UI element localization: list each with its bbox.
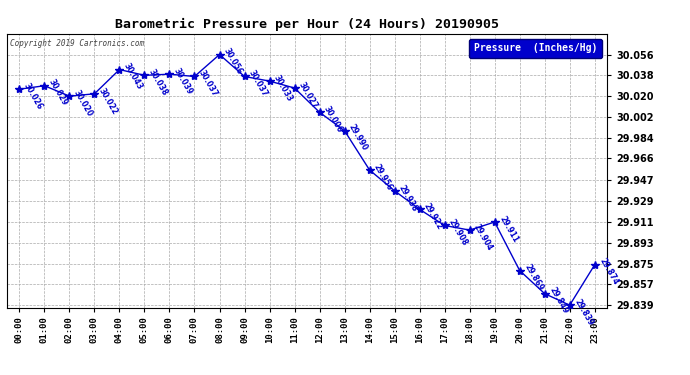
Text: 30.043: 30.043 <box>122 62 144 92</box>
Text: 30.029: 30.029 <box>47 78 69 108</box>
Text: 30.022: 30.022 <box>97 86 119 116</box>
Text: Copyright 2019 Cartronics.com: Copyright 2019 Cartronics.com <box>10 39 144 48</box>
Text: 29.904: 29.904 <box>472 222 495 252</box>
Text: 30.006: 30.006 <box>322 105 344 134</box>
Text: 29.990: 29.990 <box>347 123 369 153</box>
Text: 29.874: 29.874 <box>598 257 620 287</box>
Legend: Pressure  (Inches/Hg): Pressure (Inches/Hg) <box>469 39 602 58</box>
Title: Barometric Pressure per Hour (24 Hours) 20190905: Barometric Pressure per Hour (24 Hours) … <box>115 18 499 31</box>
Text: 30.026: 30.026 <box>22 81 44 111</box>
Text: 30.033: 30.033 <box>272 74 295 103</box>
Text: 29.908: 29.908 <box>447 218 469 248</box>
Text: 30.037: 30.037 <box>247 69 269 99</box>
Text: 29.869: 29.869 <box>522 263 544 292</box>
Text: 30.037: 30.037 <box>197 69 219 99</box>
Text: 30.038: 30.038 <box>147 68 169 98</box>
Text: 29.922: 29.922 <box>422 201 444 231</box>
Text: 29.938: 29.938 <box>397 183 420 213</box>
Text: 29.911: 29.911 <box>497 214 520 244</box>
Text: 30.020: 30.020 <box>72 88 95 118</box>
Text: 29.956: 29.956 <box>372 162 395 192</box>
Text: 30.056: 30.056 <box>222 47 244 76</box>
Text: 29.849: 29.849 <box>547 286 569 316</box>
Text: 29.839: 29.839 <box>572 297 595 327</box>
Text: 30.039: 30.039 <box>172 66 195 96</box>
Text: 30.027: 30.027 <box>297 80 319 110</box>
